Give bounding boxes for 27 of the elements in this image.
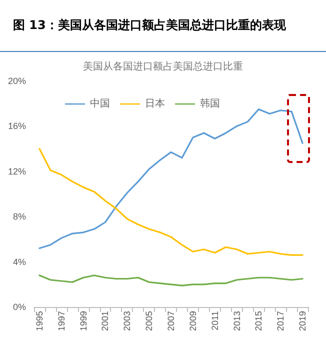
y-tick-label: 4%	[12, 256, 26, 267]
x-tick-label: 2007	[166, 311, 176, 332]
legend-label: 韩国	[200, 98, 220, 110]
x-tick-label: 2015	[254, 311, 264, 332]
line-series	[38, 274, 304, 286]
y-tick-label: 12%	[8, 166, 26, 176]
line-series	[38, 148, 304, 256]
x-tick-label: 1995	[34, 311, 44, 332]
x-tick-label: 2011	[210, 311, 220, 330]
y-tick-label: 16%	[8, 121, 26, 132]
x-tick-label: 2013	[232, 311, 242, 332]
x-tick-label: 2017	[276, 311, 286, 332]
x-tick-label: 2009	[188, 311, 198, 332]
y-tick-label: 8%	[12, 212, 26, 222]
x-tick-label: 2001	[100, 311, 110, 332]
legend-label: 中国	[90, 98, 110, 110]
x-tick-label: 2005	[144, 311, 154, 332]
x-tick-label: 2003	[122, 311, 132, 332]
y-tick-label: 20%	[8, 76, 26, 86]
x-tick-label: 2019	[298, 311, 308, 332]
x-tick-label: 1999	[78, 311, 88, 332]
legend-label: 日本	[145, 98, 165, 110]
chart-title: 图 13：美国从各国进口额占美国总进口比重的表现	[13, 17, 286, 34]
chart-subtitle: 美国从各国进口额占美国总进口比重	[83, 60, 243, 72]
x-tick-label: 1997	[56, 311, 66, 332]
y-tick-label: 0%	[12, 302, 26, 312]
line-series	[38, 108, 304, 250]
